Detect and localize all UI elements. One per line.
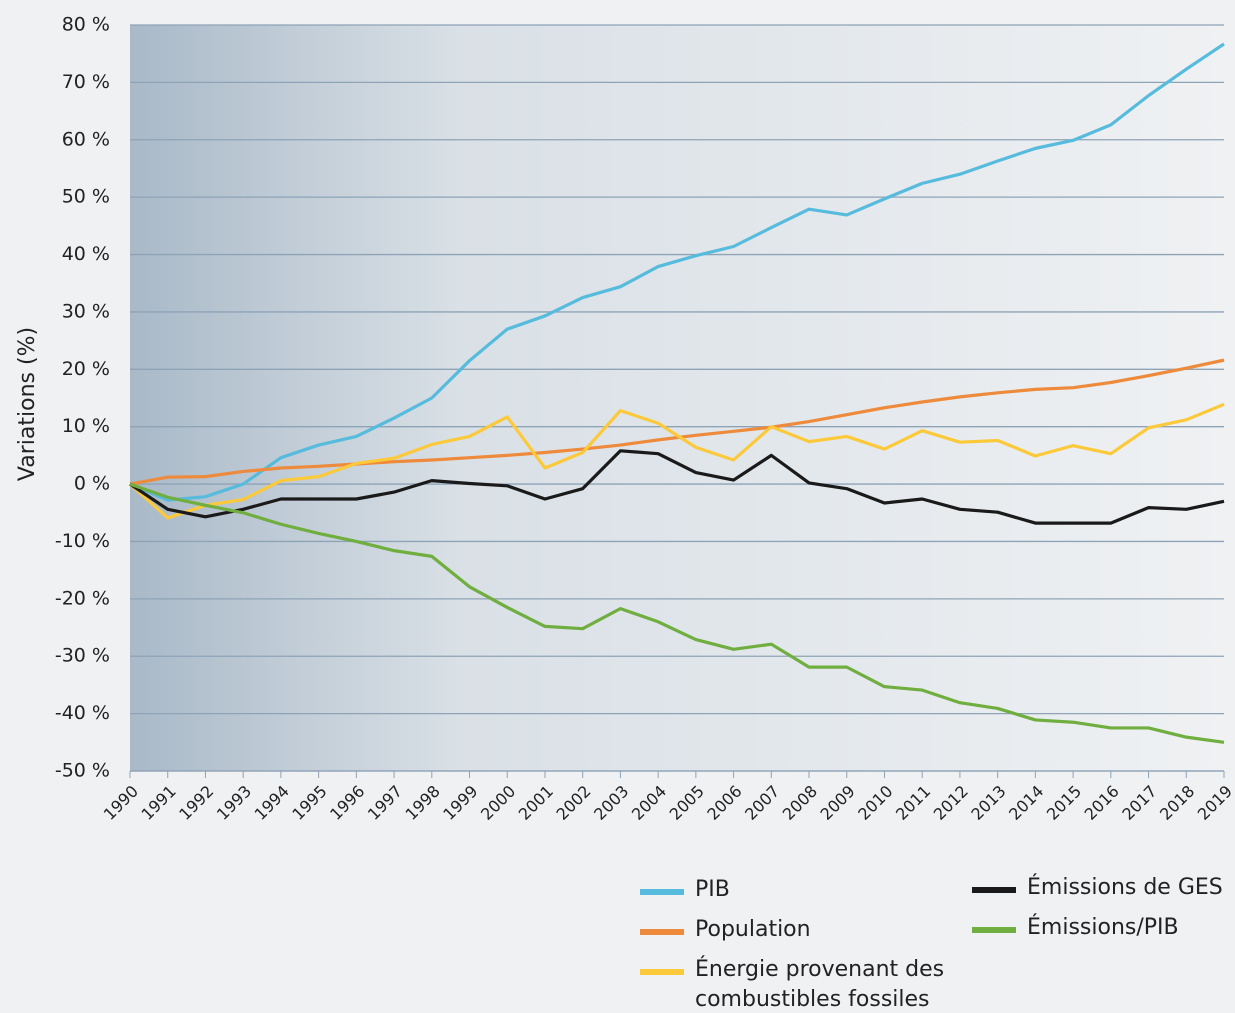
x-tick-label: 2018 <box>1156 782 1198 824</box>
y-axis-label: Variations (%) <box>15 327 40 481</box>
x-tick-label: 2004 <box>628 782 670 824</box>
y-tick-label: -40 % <box>55 702 110 724</box>
y-tick-label: -20 % <box>55 587 110 609</box>
series-line <box>129 358 1225 486</box>
x-tick-label: 2013 <box>967 782 1009 824</box>
x-tick-label: 2014 <box>1005 782 1047 824</box>
x-tick-label: 2011 <box>892 782 934 824</box>
x-tick-label: 2019 <box>1194 782 1235 824</box>
y-tick-label: 20 % <box>62 358 110 380</box>
y-tick-label: 10 % <box>62 415 110 437</box>
y-tick-label: -10 % <box>55 530 110 552</box>
y-tick-label: 30 % <box>62 300 110 322</box>
x-tick-label: 1997 <box>364 782 406 824</box>
x-tick-label: 2016 <box>1081 782 1123 824</box>
x-tick-label: 2015 <box>1043 782 1085 824</box>
y-tick-label: 0 % <box>74 473 110 495</box>
y-tick-label: -30 % <box>55 645 110 667</box>
x-tick-label: 2000 <box>477 782 519 824</box>
x-tick-label: 2006 <box>703 782 745 824</box>
x-tick-label: 2005 <box>666 782 708 824</box>
legend-swatch <box>640 929 684 935</box>
plot-area <box>130 25 1224 771</box>
legend-label: Population <box>695 917 811 942</box>
legend-swatch <box>640 889 684 895</box>
x-tick-label: 1995 <box>288 782 330 824</box>
legend-label: Émissions de GES <box>1027 875 1223 900</box>
legend-swatch <box>640 969 684 975</box>
series-line <box>128 402 1225 520</box>
x-tick-label: 2008 <box>779 782 821 824</box>
x-tick-label: 1999 <box>439 782 481 824</box>
series-line <box>129 449 1225 525</box>
legend-label: Émissions/PIB <box>1027 915 1179 940</box>
x-tick-label: 2010 <box>854 782 896 824</box>
y-tick-label: 70 % <box>62 71 110 93</box>
x-tick-label: 1996 <box>326 782 368 824</box>
x-tick-label: 1992 <box>175 782 217 824</box>
x-tick-label: 1998 <box>402 782 444 824</box>
x-tick-label: 2002 <box>552 782 594 824</box>
x-tick-label: 2012 <box>930 782 972 824</box>
legend-label: PIB <box>695 877 730 902</box>
series-line <box>129 482 1225 744</box>
x-tick-label: 2001 <box>515 782 557 824</box>
x-tick-label: 1991 <box>138 782 180 824</box>
x-tick-label: 2009 <box>817 782 859 824</box>
x-tick-label: 2017 <box>1118 782 1160 824</box>
legend-label: Énergie provenant des combustibles fossi… <box>695 957 945 1012</box>
x-tick-label: 1990 <box>100 782 142 824</box>
legend-swatch <box>972 887 1016 893</box>
legend-swatch <box>972 927 1016 933</box>
y-tick-label: -50 % <box>55 760 110 782</box>
y-tick-label: 80 % <box>62 14 110 36</box>
x-tick-label: 1993 <box>213 782 255 824</box>
x-tick-label: 2003 <box>590 782 632 824</box>
series-line <box>129 42 1225 502</box>
y-tick-label: 50 % <box>62 186 110 208</box>
x-tick-label: 2007 <box>741 782 783 824</box>
x-tick-label: 1994 <box>251 782 293 824</box>
y-tick-label: 60 % <box>62 128 110 150</box>
y-tick-label: 40 % <box>62 243 110 265</box>
